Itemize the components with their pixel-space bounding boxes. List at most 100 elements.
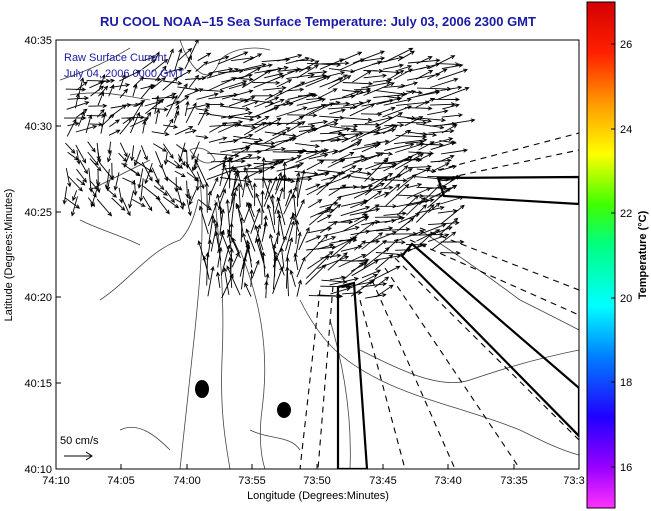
current-arrow [407,58,441,64]
current-arrow [97,91,105,106]
current-arrow [428,128,455,134]
current-arrow [279,247,285,269]
current-arrow [427,233,450,243]
colorbar-label: Temperature (°C) [637,210,649,299]
current-arrow [249,269,254,288]
current-arrow [163,124,179,129]
current-arrow [371,231,398,243]
current-arrow [151,58,169,73]
current-arrow [276,79,293,88]
legend-current-label: Raw Surface Current [64,52,167,64]
current-arrow [264,280,269,299]
current-arrow [405,196,426,216]
current-arrow [155,108,161,124]
x-tick-label: 74:05 [107,475,135,487]
current-arrow [240,140,260,150]
current-arrow [341,133,360,143]
current-arrow [66,118,77,137]
current-arrow [383,156,414,172]
current-arrow [440,239,465,245]
current-arrow [306,160,325,171]
current-arrow [272,127,291,137]
current-arrow [440,250,461,256]
current-arrow [298,60,320,73]
current-arrow [285,127,316,143]
current-arrow [319,77,344,88]
current-arrow [296,256,306,278]
x-tick-label: 73:55 [238,475,266,487]
current-arrow [175,95,190,106]
current-arrow [242,141,276,149]
current-arrow [375,254,394,271]
current-arrow [131,199,146,207]
current-arrow [188,74,200,88]
current-arrow [209,176,219,195]
current-arrow [397,90,417,97]
current-arrow [298,104,327,119]
current-arrow [354,213,368,223]
current-arrow [242,100,259,108]
current-arrow [327,104,358,110]
current-arrow [155,151,163,170]
current-arrow [372,139,390,144]
current-arrow [360,190,383,207]
current-arrow [119,142,128,158]
current-arrow [285,256,290,289]
current-arrow [342,90,361,98]
current-arrow [243,203,252,224]
current-arrow [228,82,247,90]
current-arrow [253,74,286,89]
current-arrow [207,201,218,227]
current-arrow [262,176,275,208]
current-arrow [307,170,331,179]
current-arrow [441,113,463,118]
current-arrow [352,50,385,64]
current-arrow [374,191,390,199]
current-arrow [144,162,153,185]
current-arrow [65,142,76,154]
current-arrow [329,239,352,259]
current-arrow [382,124,399,135]
current-arrow [342,81,374,86]
current-arrow [287,113,318,118]
current-arrow [295,142,321,149]
current-arrow [231,251,240,268]
current-arrow [298,123,316,129]
current-arrow [382,105,413,118]
current-arrow [428,55,456,70]
legend-scale-arrow [64,451,93,461]
current-arrow [108,84,115,97]
current-arrow [207,266,215,297]
x-tick-label: 73:3 [563,475,584,487]
current-arrow [123,153,131,168]
current-arrow [217,246,223,268]
current-arrow [275,171,283,191]
current-arrow [254,146,287,152]
current-arrow [109,119,120,128]
current-arrow [437,86,470,100]
current-arrow [98,78,116,83]
current-arrow [130,111,140,134]
current-arrow [241,256,247,290]
current-arrow [62,186,68,205]
current-arrow [361,232,384,250]
current-arrow [77,111,85,127]
current-arrow [142,119,147,134]
current-arrow [177,154,186,167]
current-arrow [442,118,476,126]
current-arrow [285,215,294,236]
current-arrow [196,92,219,100]
current-arrow [133,100,146,107]
current-arrow [174,170,186,178]
current-arrow [341,168,363,179]
current-arrow [363,73,388,79]
current-arrow [332,236,358,250]
current-arrow [286,73,316,80]
current-arrow [441,63,464,70]
current-arrow [374,276,390,288]
current-arrow [230,133,254,143]
current-arrow [375,254,402,261]
current-arrow [186,199,192,217]
current-arrow [329,277,360,286]
current-arrow [295,58,316,63]
